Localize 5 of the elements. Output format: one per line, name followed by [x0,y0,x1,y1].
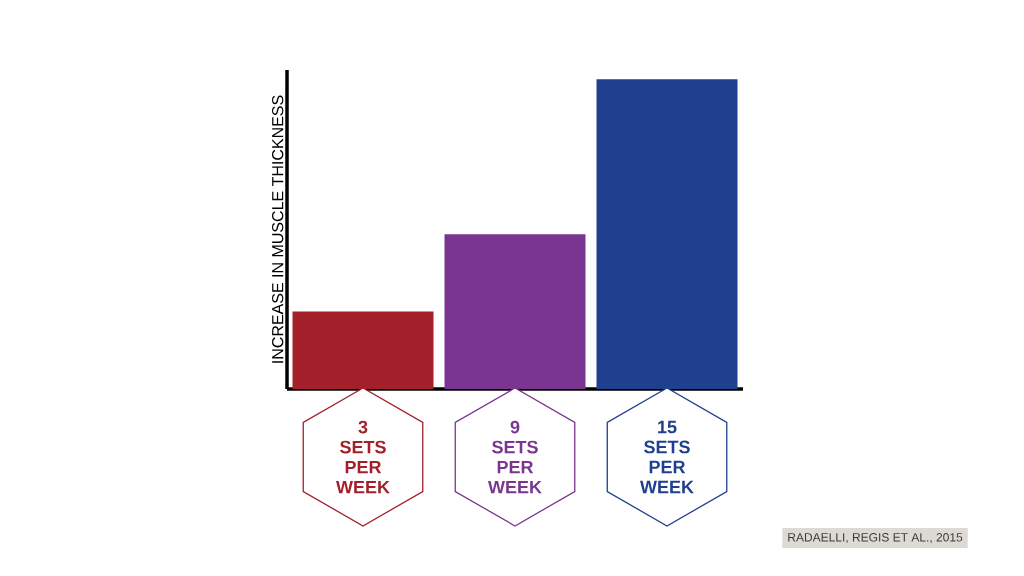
y-axis-title: INCREASE IN MUSCLE THICKNESS [272,95,284,363]
x-tick-label: 3 SETS PER WEEK [336,420,390,494]
x-tick-label: 9 SETS PER WEEK [488,420,542,494]
x-tick-label: 15 SETS PER WEEK [640,420,694,494]
text: RADAELLI, REGIS ET AL., 2015 [788,533,963,543]
